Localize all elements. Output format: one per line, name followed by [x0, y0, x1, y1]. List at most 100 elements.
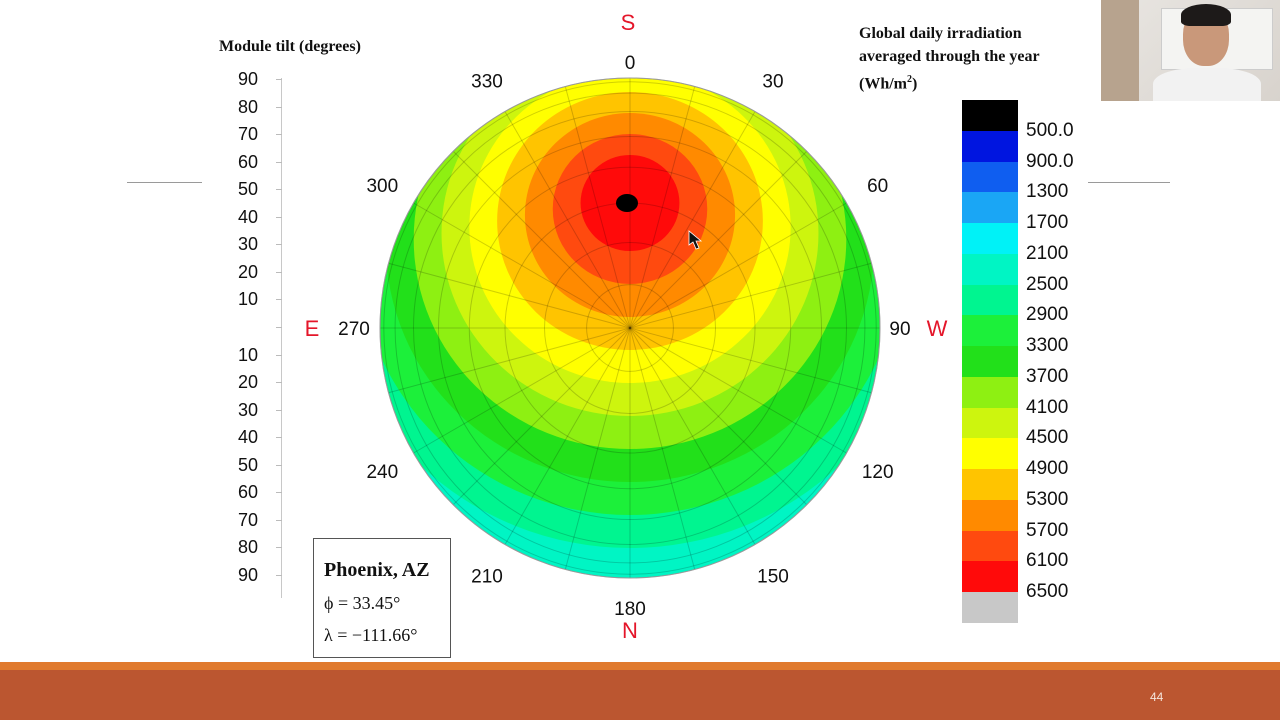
legend-swatch	[962, 223, 1018, 255]
tilt-tick-label: 40	[237, 427, 258, 448]
tilt-tick-mark	[276, 216, 282, 218]
grid-spoke-150	[629, 327, 756, 545]
slide-page-number: 44	[1150, 690, 1164, 704]
tilt-tick-label: 30	[237, 399, 258, 420]
cardinal-south: S	[621, 10, 636, 35]
tilt-tick-label: 20	[237, 261, 258, 282]
legend-swatch	[962, 130, 1018, 162]
legend-title-line-2: averaged through the year	[859, 48, 1040, 65]
azimuth-label-240: 240	[366, 462, 398, 483]
legend-swatch	[962, 100, 1018, 132]
tilt-tick-label: 70	[237, 124, 258, 145]
cardinal-north: N	[622, 618, 638, 643]
legend-label-4500: 4500	[1026, 427, 1069, 449]
decorative-line-left	[127, 182, 202, 183]
tilt-tick-label: 70	[237, 509, 258, 530]
azimuth-label-180: 180	[614, 599, 646, 620]
tilt-tick-mark	[276, 575, 282, 576]
tilt-tick-label: 90	[237, 69, 258, 89]
tilt-tick-label: 10	[237, 289, 258, 310]
tilt-tick-label: 50	[237, 179, 258, 200]
legend-label-2100: 2100	[1026, 242, 1069, 264]
tilt-tick-mark	[276, 161, 282, 163]
legend-swatch	[962, 253, 1018, 286]
azimuth-label-120: 120	[862, 462, 894, 483]
legend-label-6100: 6100	[1026, 550, 1069, 572]
tilt-tick-mark	[276, 134, 282, 136]
location-latitude: ϕ = 33.45°	[324, 593, 401, 613]
location-city: Phoenix, AZ	[324, 559, 430, 581]
grid-spoke-240	[413, 327, 631, 454]
tilt-axis: 90 80 70 60 50 40 30 20 10 10 20 30 40 50 60 70 80 90	[200, 60, 300, 600]
tilt-axis-title: Module tilt (degrees)	[219, 38, 361, 55]
legend-color-bar	[962, 100, 1018, 624]
tilt-tick-mark	[276, 547, 282, 549]
tilt-tick-mark	[276, 519, 282, 521]
tilt-tick-label: 20	[237, 372, 258, 393]
tilt-tick-mark	[276, 464, 282, 466]
legend-label-6500: 6500	[1026, 581, 1069, 603]
legend-title-superscript: 2	[907, 74, 912, 85]
legend-swatch	[962, 161, 1018, 193]
tilt-tick-mark	[276, 299, 282, 301]
azimuth-label-270: 270	[338, 319, 370, 340]
grid-spoke-15	[629, 86, 696, 329]
tilt-axis-line	[281, 78, 282, 598]
grid-spoke-285	[388, 262, 631, 329]
legend-label-3300: 3300	[1026, 335, 1069, 357]
legend-swatch	[962, 530, 1018, 562]
legend-title: Global daily irradiation averaged throug…	[859, 22, 1099, 95]
legend-swatch	[962, 192, 1018, 224]
tilt-tick-mark	[276, 244, 282, 246]
grid-spoke-120	[629, 327, 847, 454]
azimuth-label-330: 330	[471, 71, 503, 92]
azimuth-label-90: 90	[889, 319, 910, 340]
azimuth-label-30: 30	[762, 71, 783, 92]
tilt-tick-label: 40	[237, 206, 258, 227]
legend-swatch	[962, 407, 1018, 439]
legend-swatch	[962, 592, 1018, 624]
legend-label-2900: 2900	[1026, 304, 1069, 326]
decorative-line-right	[1088, 182, 1170, 183]
tilt-tick-label: 60	[237, 151, 258, 172]
grid-spoke-60	[629, 202, 847, 329]
tilt-tick-mark	[276, 437, 282, 439]
cardinal-east: E	[305, 316, 320, 341]
tilt-tick-mark	[276, 409, 282, 411]
tilt-tick-label: 60	[237, 482, 258, 503]
webcam-background-shelf	[1101, 0, 1139, 101]
tilt-tick-label: 80	[237, 537, 258, 558]
slide-footer-bar	[0, 662, 1280, 720]
tilt-tick-mark	[276, 189, 282, 191]
grid-spoke-195	[564, 327, 631, 570]
optimum-marker	[616, 194, 638, 212]
grid-spoke-45	[629, 150, 808, 329]
tilt-tick-mark	[276, 382, 282, 384]
polar-grid	[379, 77, 881, 579]
legend-swatch	[962, 315, 1018, 347]
webcam-presenter-body	[1153, 68, 1261, 101]
legend-label-5300: 5300	[1026, 488, 1069, 510]
legend-swatch	[962, 469, 1018, 501]
legend-label-5700: 5700	[1026, 519, 1069, 541]
tilt-tick-label: 90	[237, 565, 258, 585]
grid-spoke-300	[413, 202, 631, 329]
legend-title-line-3: (Wh/m	[859, 75, 907, 93]
legend-swatch	[962, 499, 1018, 532]
tilt-tick-mark	[276, 106, 282, 108]
grid-spoke-315	[452, 150, 631, 329]
legend-swatch	[962, 376, 1018, 409]
legend-swatch	[962, 346, 1018, 378]
tilt-tick-label: 50	[237, 454, 258, 475]
grid-ring-70	[394, 92, 866, 564]
legend-label-3700: 3700	[1026, 365, 1069, 387]
legend-label-1300: 1300	[1026, 181, 1069, 203]
azimuth-label-150: 150	[757, 567, 789, 588]
grid-spoke-75	[629, 262, 872, 329]
azimuth-label-60: 60	[867, 176, 888, 197]
legend-title-close: )	[912, 75, 918, 93]
legend-title-line-1: Global daily irradiation	[859, 25, 1022, 42]
grid-spoke-345	[564, 86, 631, 329]
azimuth-label-0: 0	[625, 53, 636, 74]
tilt-tick-mark	[276, 354, 282, 356]
